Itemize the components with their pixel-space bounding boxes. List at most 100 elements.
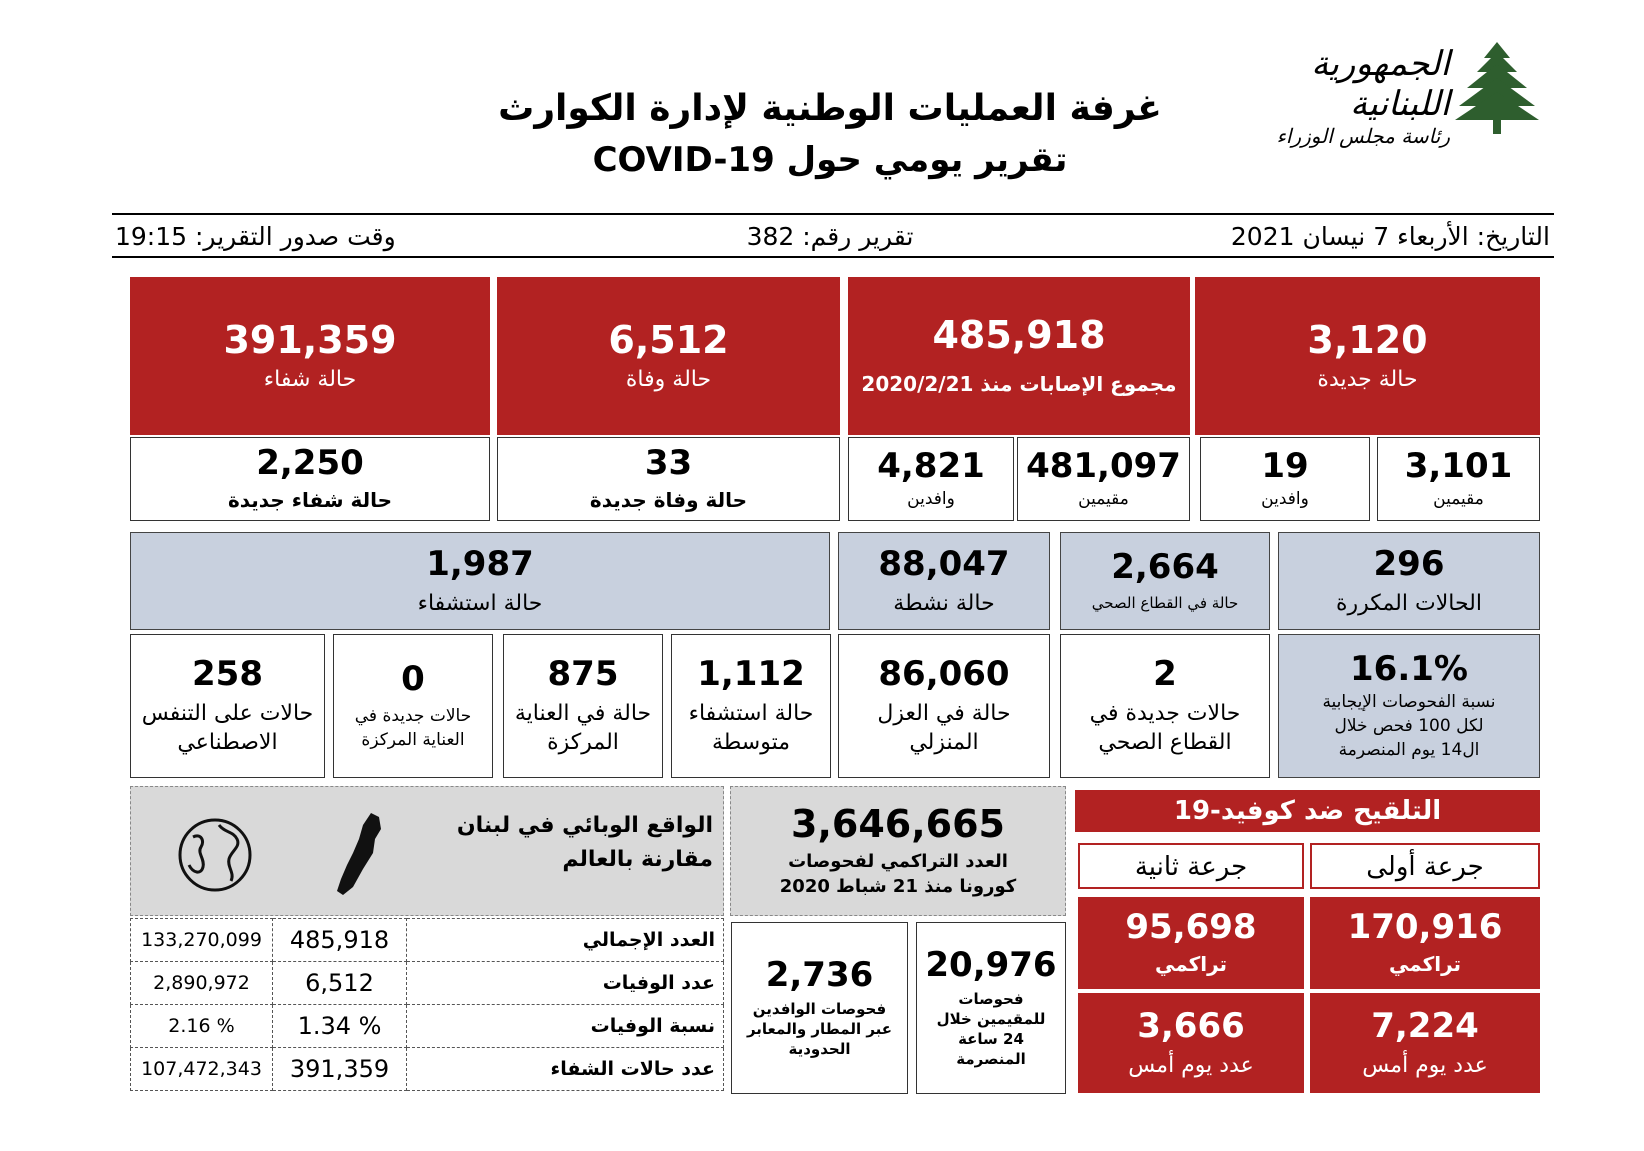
arrivals-tests-label-2: عبر المطار والمعابر [746,1020,893,1038]
deaths-value: 6,512 [608,317,729,362]
ventilator-label-1: حالات على التنفس [141,701,314,726]
medium-hosp-box: 1,112 حالة استشفاء متوسطة [671,634,831,778]
report-date: التاريخ: الأربعاء 7 نيسان 2021 [1230,222,1550,251]
repeated-value: 296 [1373,543,1445,584]
deaths-box: 6,512 حالة وفاة [497,277,840,435]
table-row: 133,270,099 485,918 العدد الإجمالي [130,918,724,962]
cumulative-tests-label-2: كورونا منذ 21 شباط 2020 [779,876,1017,897]
comparison-title: الواقع الوبائي في لبنان مقارنة بالعالم [456,813,713,872]
positivity-label-2: لكل 100 فحص خلال [1334,716,1484,736]
positivity-value: 16.1% [1350,649,1468,689]
positivity-label-1: نسبة الفحوصات الإيجابية [1322,692,1496,712]
logo-line-2: رئاسة مجلس الوزراء [1276,124,1450,148]
world-value: 2,890,972 [130,961,273,1005]
health-new-box: 2 حالات جديدة في القطاع الصحي [1060,634,1270,778]
icu-new-box: 0 حالات جديدة في العناية المركزة [333,634,493,778]
dose2-yesterday-label: عدد يوم أمس [1128,1052,1254,1078]
new-residents-box: 3,101 مقيمين [1377,437,1540,521]
total-cases-label: مجموع الإصابات منذ 2020/2/21 [861,372,1177,396]
world-value: 2.16 % [130,1004,273,1048]
icu-new-label-1: حالات جديدة في [354,706,472,726]
icu-box: 875 حالة في العناية المركزة [503,634,663,778]
residents-tests-box: 20,976 فحوصات للمقيمين خلال 24 ساعة المن… [916,922,1066,1094]
new-arrivals-label: وافدين [1261,489,1309,509]
comparison-header: الواقع الوبائي في لبنان مقارنة بالعالم [130,786,724,916]
hospitalized-label: حالة استشفاء [417,590,543,616]
icu-new-value: 0 [401,659,425,699]
new-cases-value: 3,120 [1307,317,1428,362]
lebanon-value: 391,359 [272,1047,407,1091]
world-value: 133,270,099 [130,918,273,962]
dose1-header: جرعة أولى [1310,843,1540,889]
page-title: غرفة العمليات الوطنية لإدارة الكوارث [498,88,1162,129]
residents-tests-value: 20,976 [925,945,1057,985]
globe-icon [175,815,255,895]
residents-tests-label-3: 24 ساعة [958,1030,1024,1048]
arrivals-tests-value: 2,736 [765,955,874,995]
logo-line-1: الجمهورية اللبنانية [1311,44,1450,124]
medium-hosp-label-2: متوسطة [711,730,791,755]
health-sector-box: 2,664 حالة في القطاع الصحي [1060,532,1270,630]
lebanon-map-icon [323,809,403,899]
dose2-cumulative-box: 95,698 تراكمي [1078,897,1304,989]
cumulative-tests-box: 3,646,665 العدد التراكمي لفحوصات كورونا … [730,786,1066,916]
lebanon-value: 1.34 % [272,1004,407,1048]
new-residents-label: مقيمين [1433,489,1484,509]
dose2-yesterday-box: 3,666 عدد يوم أمس [1078,993,1304,1093]
recoveries-label: حالة شفاء [263,366,357,392]
dose2-yesterday-value: 3,666 [1137,1005,1245,1046]
active-box: 88,047 حالة نشطة [838,532,1050,630]
home-isolation-label-2: المنزلي [909,730,979,755]
table-row: 2.16 % 1.34 % نسبة الوفيات [130,1004,724,1048]
dose1-yesterday-box: 7,224 عدد يوم أمس [1310,993,1540,1093]
home-isolation-value: 86,060 [878,654,1010,694]
table-row: 2,890,972 6,512 عدد الوفيات [130,961,724,1005]
dose1-cumulative-label: تراكمي [1388,952,1462,976]
dose1-cumulative-box: 170,916 تراكمي [1310,897,1540,989]
report-time: وقت صدور التقرير: 19:15 [115,222,396,251]
new-residents-value: 3,101 [1404,446,1513,486]
health-new-value: 2 [1153,654,1177,694]
home-isolation-box: 86,060 حالة في العزل المنزلي [838,634,1050,778]
new-cases-box: 3,120 حالة جديدة [1195,277,1540,435]
new-deaths-label: حالة وفاة جديدة [589,488,748,512]
recoveries-value: 391,359 [223,317,397,362]
residents-tests-label-1: فحوصات [958,990,1024,1008]
repeated-label: الحالات المكررة [1336,590,1482,616]
hospitalized-value: 1,987 [426,543,534,584]
new-recoveries-label: حالة شفاء جديدة [227,488,393,512]
page-subtitle: تقرير يومي حول COVID-19 [592,140,1068,180]
cedar-logo-icon [1455,40,1540,135]
arrivals-tests-label-3: الحدودية [788,1040,851,1058]
positivity-box: 16.1% نسبة الفحوصات الإيجابية لكل 100 فح… [1278,634,1540,778]
comparison-label: العدد الإجمالي [406,918,724,962]
vaccination-title: التلقيح ضد كوفيد-19 [1075,790,1540,832]
medium-hosp-label-1: حالة استشفاء [688,701,814,726]
health-new-label-1: حالات جديدة في [1089,701,1241,726]
report-number: تقرير رقم: 382 [746,222,914,251]
icu-value: 875 [547,654,619,694]
ventilator-value: 258 [192,654,263,694]
dose2-header: جرعة ثانية [1078,843,1304,889]
comparison-label: عدد الوفيات [406,961,724,1005]
new-arrivals-value: 19 [1261,446,1309,486]
new-arrivals-box: 19 وافدين [1200,437,1370,521]
total-arrivals-label: وافدين [907,489,955,509]
health-sector-value: 2,664 [1111,547,1219,587]
active-value: 88,047 [878,543,1010,584]
residents-tests-label-2: للمقيمين خلال [936,1010,1046,1028]
total-cases-box: 485,918 مجموع الإصابات منذ 2020/2/21 [848,277,1190,435]
residents-tests-label-4: المنصرمة [956,1050,1026,1068]
total-arrivals-value: 4,821 [877,446,985,486]
lebanon-value: 6,512 [272,961,407,1005]
ventilator-label-2: الاصطناعي [177,730,278,755]
total-arrivals-box: 4,821 وافدين [848,437,1014,521]
cumulative-tests-label-1: العدد التراكمي لفحوصات [788,851,1008,872]
dose1-yesterday-value: 7,224 [1371,1005,1479,1046]
health-sector-label: حالة في القطاع الصحي [1091,594,1239,612]
new-deaths-value: 33 [644,443,693,483]
recoveries-box: 391,359 حالة شفاء [130,277,490,435]
total-cases-value: 485,918 [932,313,1106,357]
total-residents-value: 481,097 [1026,446,1181,486]
health-new-label-2: القطاع الصحي [1098,730,1232,755]
